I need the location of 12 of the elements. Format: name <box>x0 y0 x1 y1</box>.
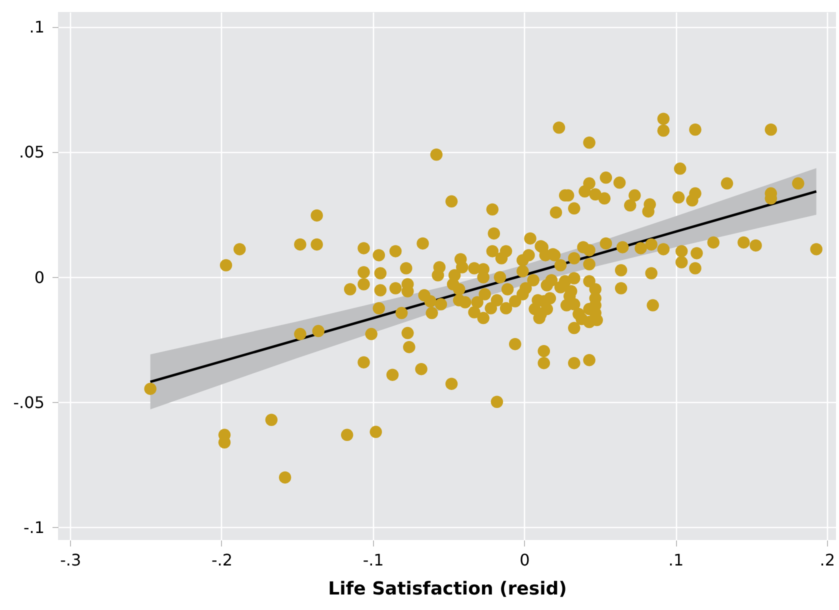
x-tick-label: -.3 <box>60 550 82 570</box>
y-tick-label: -.1 <box>23 518 44 537</box>
x-tick-label: .1 <box>668 550 684 570</box>
x-tick-label: 0 <box>520 550 530 570</box>
y-tick-label: .1 <box>29 18 44 37</box>
x-tick-label: -.1 <box>362 550 384 570</box>
y-tick-label: 0 <box>34 268 44 287</box>
y-tick-label: .05 <box>19 142 44 162</box>
y-tick-label: -.05 <box>13 392 44 412</box>
x-tick-label: -.2 <box>211 550 232 570</box>
x-tick-label: .2 <box>820 550 836 570</box>
x-axis-title: Life Satisfaction (resid) <box>328 578 567 600</box>
